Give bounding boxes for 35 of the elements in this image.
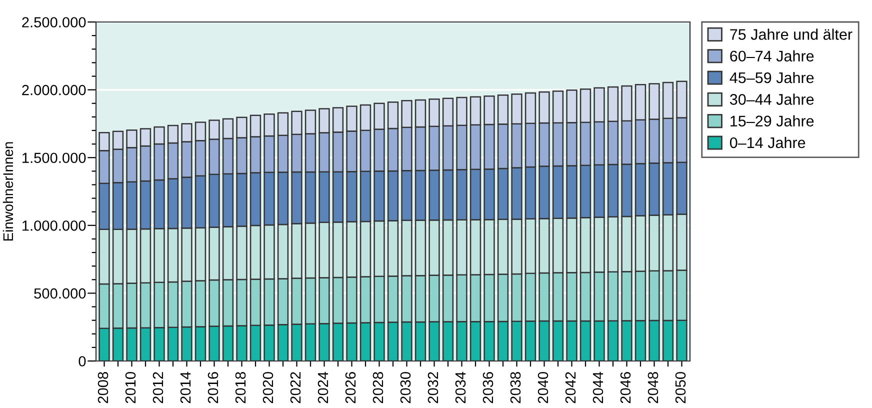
x-tick-label: 2012 (152, 372, 164, 404)
x-tick-label: 2026 (345, 372, 356, 404)
y-tick-label: 500.000 (34, 288, 86, 299)
x-tick-label: 2008 (98, 372, 108, 404)
x-tick-label: 2042 (565, 372, 576, 404)
x-tick-label: 2028 (372, 372, 384, 404)
x-tick-label: 2040 (538, 372, 548, 404)
legend-label: 30–44 Jahre (730, 94, 814, 105)
x-tick-label: 2048 (648, 372, 658, 404)
legend-label: 75 Jahre und älter (730, 28, 852, 40)
x-tick-label: 2044 (592, 372, 604, 404)
y-tick-label: 1.000.000 (22, 220, 86, 231)
y-tick-label: 2.500.000 (22, 17, 86, 28)
x-tick-label: 2046 (620, 372, 631, 404)
x-tick-label: 2020 (262, 372, 274, 404)
y-tick-label: 1.500.000 (22, 152, 86, 164)
x-tick-label: 2014 (180, 372, 191, 404)
x-tick-label: 2032 (428, 372, 438, 404)
x-tick-label: 2034 (455, 372, 466, 404)
x-tick-label: 2024 (318, 372, 328, 404)
legend-label: 60–74 Jahre (730, 50, 814, 62)
x-tick-label: 2022 (290, 372, 301, 404)
y-tick-label: 0 (78, 356, 86, 366)
x-tick-label: 2050 (675, 372, 686, 404)
x-tick-label: 2018 (235, 372, 246, 404)
legend-label: 0–14 Jahre (730, 136, 806, 148)
x-tick-label: 2016 (208, 372, 218, 404)
x-tick-label: 2036 (482, 372, 494, 404)
legend-label: 45–59 Jahre (730, 72, 814, 84)
y-axis-title: EinwohnerInnen (2, 142, 14, 241)
x-tick-label: 2038 (510, 372, 521, 404)
x-tick-label: 2030 (400, 372, 411, 404)
legend-label: 15–29 Jahre (730, 115, 814, 126)
y-tick-label: 2.000.000 (22, 84, 86, 96)
x-tick-label: 2010 (125, 372, 136, 404)
